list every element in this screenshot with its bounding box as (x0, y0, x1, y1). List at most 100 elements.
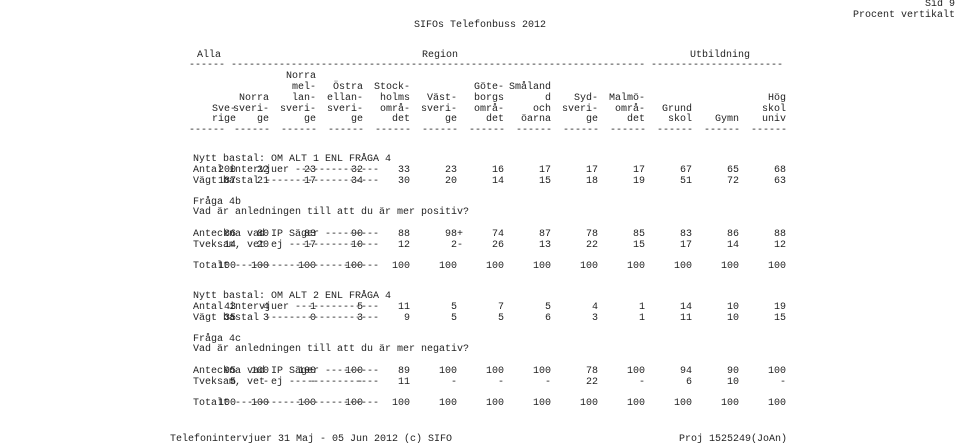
column-header: Syd- (573, 93, 598, 104)
count-row-value: 1 (638, 313, 645, 324)
answer-row-value: - (309, 376, 316, 388)
total-row-value: 100 (626, 398, 645, 409)
column-header: det (626, 114, 645, 125)
count-row-value: 22 (256, 165, 269, 176)
count-row-value: 18 (585, 176, 598, 187)
total-row-value: 100 (532, 261, 551, 272)
total-row-value: 100 (438, 398, 457, 409)
question-number: Fråga 4b (193, 197, 242, 208)
answer-row-value: 100 (767, 366, 786, 377)
answer-row-value: - (450, 376, 457, 388)
answer-row-value: 83 (679, 229, 692, 240)
count-row-value: 5 (450, 313, 457, 324)
column-header: det (485, 114, 504, 125)
count-row-value: 72 (726, 176, 739, 187)
count-row-label: Vägt bastal ------------------- (193, 313, 380, 324)
column-header: öarna (520, 114, 551, 125)
total-row-value: 100 (217, 398, 236, 409)
total-row-label: Totalt ------------------------ (193, 261, 380, 272)
answer-row-value: 86 (223, 229, 236, 240)
count-row-value: 35 (223, 313, 236, 324)
count-row-value: 11 (679, 313, 692, 324)
total-row-value: 100 (438, 261, 457, 272)
count-row-value: 19 (632, 176, 645, 187)
count-row-value: 30 (397, 176, 410, 187)
base-title: Nytt bastal: OM ALT 2 ENL FRÅGA 4 (193, 291, 392, 302)
answer-row-value: 12 (773, 239, 786, 251)
count-row-value: 14 (491, 176, 504, 187)
count-row-value: 17 (538, 165, 551, 176)
count-row-value: 1 (309, 302, 316, 313)
answer-row-value: 83 (303, 229, 316, 240)
page-number: Sid 9 (924, 0, 955, 10)
answer-row-value: 22 (585, 376, 598, 388)
column-header: sveri- (326, 104, 363, 115)
answer-row-value: 86 (726, 229, 739, 240)
count-row-value: 17 (632, 165, 645, 176)
answer-row-label: Tveksam, vet ej --------------- (193, 239, 380, 251)
total-row-value: 100 (217, 261, 236, 272)
count-row-value: 34 (350, 176, 363, 187)
count-row-value: 1 (638, 302, 645, 313)
column-header: lan- (291, 93, 316, 104)
total-row-value: 100 (767, 398, 786, 409)
count-row-value: 187 (217, 176, 236, 187)
answer-row-value: 11 (397, 376, 410, 388)
answer-row-value: 88 (397, 229, 410, 240)
column-header: Göte- (473, 82, 504, 93)
total-row-value: 100 (720, 261, 739, 272)
column-rule: ------ (233, 125, 270, 136)
count-row-value: 23 (303, 165, 316, 176)
answer-row-label: Tveksam, vet ej --------------- (193, 376, 380, 388)
column-rule: ------ (421, 125, 458, 136)
footer-right: Proj 1525249(JoAn) (678, 434, 787, 445)
count-row-value: 51 (679, 176, 692, 187)
answer-row-value: 89 (397, 366, 410, 377)
total-row-value: 100 (673, 398, 692, 409)
count-row-label: Antal intervjuer -------------- (193, 165, 380, 176)
column-header: Väst- (426, 93, 457, 104)
count-row-value: 7 (497, 302, 504, 313)
total-row-value: 100 (391, 398, 410, 409)
group-label: Utbildning (689, 50, 751, 61)
column-header: d (544, 93, 551, 104)
column-header: Malmö- (608, 93, 645, 104)
column-header: sveri- (279, 104, 316, 115)
base-title: Nytt bastal: OM ALT 1 ENL FRÅGA 4 (193, 154, 392, 165)
column-header: ellan- (326, 93, 363, 104)
count-row-value: 200 (217, 165, 236, 176)
column-header: rige (211, 114, 236, 125)
answer-row-value: - (356, 376, 363, 388)
group-rule: ------ (189, 60, 226, 71)
count-row-value: 43 (223, 302, 236, 313)
answer-row-value: 14 (726, 239, 739, 251)
answer-row-value: 2- (450, 239, 463, 251)
column-header: sveri- (232, 104, 269, 115)
count-row-value: 63 (773, 176, 786, 187)
answer-row-value: 90 (726, 366, 739, 377)
answer-row-value: - (262, 376, 269, 388)
answer-row-label: Anteckna vad IP Säger --------- (193, 229, 380, 240)
answer-row-value: 100 (344, 366, 363, 377)
question-text: Vad är anledningen till att du är mer po… (193, 207, 470, 218)
column-header: Östra (332, 82, 363, 93)
column-rule: ------ (562, 125, 599, 136)
answer-row-value: 80 (256, 229, 269, 240)
column-header: skol (761, 104, 786, 115)
count-row-label: Vägt bastal ------------------- (193, 176, 380, 187)
count-row-value: 5 (544, 302, 551, 313)
column-rule: ------ (609, 125, 646, 136)
count-row-value: 65 (726, 165, 739, 176)
count-row-value: 3 (262, 313, 269, 324)
answer-row-value: 17 (303, 239, 316, 251)
column-rule: ------ (750, 125, 787, 136)
group-rule: ----------------------------------------… (231, 60, 646, 71)
total-row-value: 100 (485, 261, 504, 272)
answer-row-value: - (497, 376, 504, 388)
answer-row-value: 100 (438, 366, 457, 377)
answer-row-value: 100 (485, 366, 504, 377)
answer-row-value: 100 (297, 366, 316, 377)
total-row-label: Totalt ------------------------ (193, 398, 380, 409)
count-row-value: 15 (538, 176, 551, 187)
